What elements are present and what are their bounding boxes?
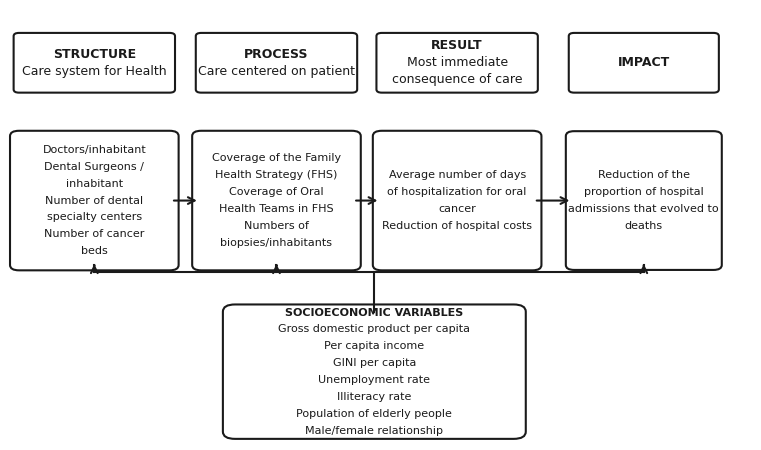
Text: Gross domestic product per capita: Gross domestic product per capita bbox=[279, 324, 470, 334]
Text: beds: beds bbox=[81, 246, 108, 256]
Text: Unemployment rate: Unemployment rate bbox=[318, 375, 430, 385]
Text: inhabitant: inhabitant bbox=[65, 179, 123, 189]
Text: specialty centers: specialty centers bbox=[46, 212, 142, 222]
FancyBboxPatch shape bbox=[377, 33, 538, 93]
Text: PROCESS: PROCESS bbox=[244, 48, 309, 61]
Text: GINI per capita: GINI per capita bbox=[333, 358, 416, 368]
Text: admissions that evolved to: admissions that evolved to bbox=[568, 204, 719, 214]
Text: Numbers of: Numbers of bbox=[244, 221, 309, 231]
Text: RESULT: RESULT bbox=[431, 40, 483, 52]
Text: cancer: cancer bbox=[438, 204, 476, 214]
Text: of hospitalization for oral: of hospitalization for oral bbox=[387, 187, 527, 197]
Text: Reduction of the: Reduction of the bbox=[598, 170, 689, 180]
Text: Average number of days: Average number of days bbox=[389, 170, 526, 180]
Text: Coverage of Oral: Coverage of Oral bbox=[229, 187, 323, 197]
Text: Health Teams in FHS: Health Teams in FHS bbox=[219, 204, 334, 214]
Text: Most immediate: Most immediate bbox=[406, 56, 508, 69]
FancyBboxPatch shape bbox=[223, 305, 526, 439]
Text: Reduction of hospital costs: Reduction of hospital costs bbox=[382, 221, 532, 231]
Text: Number of cancer: Number of cancer bbox=[44, 230, 145, 239]
Text: Per capita income: Per capita income bbox=[324, 342, 425, 351]
FancyBboxPatch shape bbox=[14, 33, 175, 93]
Text: Health Strategy (FHS): Health Strategy (FHS) bbox=[215, 170, 338, 180]
FancyBboxPatch shape bbox=[196, 33, 357, 93]
Text: Care centered on patient: Care centered on patient bbox=[198, 65, 355, 78]
Text: Doctors/inhabitant: Doctors/inhabitant bbox=[43, 145, 146, 155]
FancyBboxPatch shape bbox=[193, 131, 361, 270]
Text: SOCIOECONOMIC VARIABLES: SOCIOECONOMIC VARIABLES bbox=[285, 307, 463, 318]
Text: Dental Surgeons /: Dental Surgeons / bbox=[44, 162, 145, 172]
FancyBboxPatch shape bbox=[568, 33, 719, 93]
Text: STRUCTURE: STRUCTURE bbox=[53, 48, 136, 61]
FancyBboxPatch shape bbox=[373, 131, 541, 270]
Text: Coverage of the Family: Coverage of the Family bbox=[212, 153, 341, 163]
FancyBboxPatch shape bbox=[566, 131, 721, 270]
Text: Illiteracy rate: Illiteracy rate bbox=[337, 392, 412, 402]
Text: Care system for Health: Care system for Health bbox=[22, 65, 167, 78]
Text: Number of dental: Number of dental bbox=[45, 196, 143, 206]
Text: IMPACT: IMPACT bbox=[618, 56, 670, 69]
Text: consequence of care: consequence of care bbox=[392, 73, 522, 86]
Text: deaths: deaths bbox=[625, 221, 663, 231]
Text: Male/female relationship: Male/female relationship bbox=[305, 426, 444, 436]
Text: biopsies/inhabitants: biopsies/inhabitants bbox=[221, 238, 333, 248]
Text: Population of elderly people: Population of elderly people bbox=[296, 409, 452, 419]
Text: proportion of hospital: proportion of hospital bbox=[584, 187, 704, 197]
FancyBboxPatch shape bbox=[10, 131, 179, 270]
